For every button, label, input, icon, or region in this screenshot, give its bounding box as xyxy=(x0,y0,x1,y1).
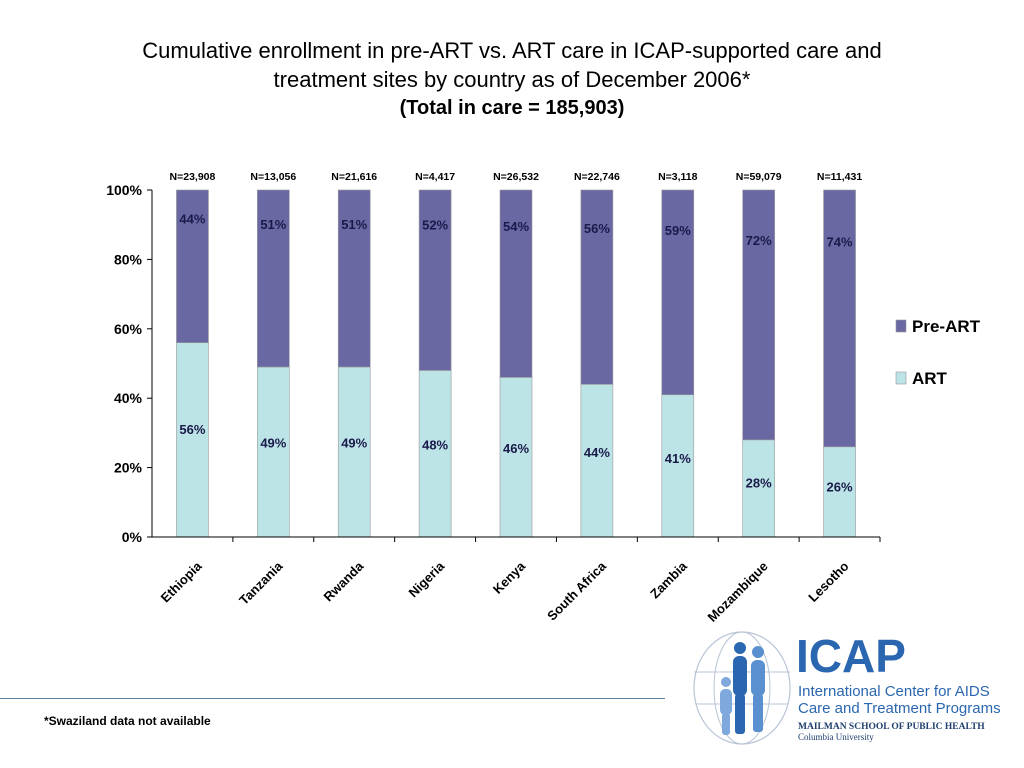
data-label-pre-art-2: 51% xyxy=(341,217,367,232)
n-label-7: N=59,079 xyxy=(736,171,782,183)
data-label-pre-art-5: 56% xyxy=(584,221,610,236)
footer-divider xyxy=(0,698,665,699)
data-label-pre-art-7: 72% xyxy=(746,233,772,248)
family-globe-icon xyxy=(693,631,791,745)
x-tick-label-7: Mozambique xyxy=(705,559,771,625)
bar-pre-art-3 xyxy=(418,189,452,371)
bar-art-3 xyxy=(418,370,452,538)
bar-pre-art-1 xyxy=(257,189,290,368)
data-label-pre-art-6: 59% xyxy=(665,223,691,238)
bar-pre-art-6 xyxy=(661,189,695,396)
logo-line-4: Columbia University xyxy=(798,732,874,742)
data-label-art-3: 48% xyxy=(422,437,448,452)
n-label-8: N=11,431 xyxy=(817,171,862,183)
legend-label-0: Pre-ART xyxy=(912,317,981,336)
n-label-2: N=21,616 xyxy=(331,171,377,183)
y-tick-label-1: 20% xyxy=(114,460,143,476)
data-label-art-0: 56% xyxy=(179,422,205,437)
footnote: *Swaziland data not available xyxy=(44,714,211,728)
n-label-6: N=3,118 xyxy=(658,171,698,183)
x-tick-label-3: Nigeria xyxy=(405,558,447,600)
data-label-pre-art-1: 51% xyxy=(260,217,286,232)
legend-swatch-1 xyxy=(895,371,907,385)
x-tick-label-0: Ethiopia xyxy=(158,558,205,605)
bar-pre-art-7 xyxy=(742,189,775,441)
data-label-pre-art-4: 54% xyxy=(503,219,529,234)
x-tick-label-8: Lesotho xyxy=(805,558,851,604)
logo-line-1: International Center for AIDS xyxy=(798,683,990,700)
bar-art-6 xyxy=(661,394,695,538)
icap-logo: ICAP International Center for AIDS Care … xyxy=(693,630,1001,745)
data-label-art-6: 41% xyxy=(665,451,691,466)
bar-pre-art-8 xyxy=(823,189,856,448)
bar-art-1 xyxy=(257,366,290,538)
data-label-pre-art-3: 52% xyxy=(422,218,448,233)
x-tick-label-6: Zambia xyxy=(647,558,690,601)
n-label-5: N=22,746 xyxy=(574,171,620,183)
bar-pre-art-0 xyxy=(176,189,209,343)
n-label-3: N=4,417 xyxy=(415,171,455,183)
x-tick-label-4: Kenya xyxy=(490,558,529,597)
chart-subtitle: (Total in care = 185,903) xyxy=(399,97,625,119)
data-label-pre-art-0: 44% xyxy=(179,212,205,227)
data-label-art-4: 46% xyxy=(503,441,529,456)
bar-art-2 xyxy=(337,366,371,538)
chart-title: Cumulative enrollment in pre-ART vs. ART… xyxy=(60,36,964,123)
data-label-art-5: 44% xyxy=(584,445,610,460)
bar-art-4 xyxy=(499,377,533,538)
bar-pre-art-2 xyxy=(337,189,371,368)
data-label-art-7: 28% xyxy=(746,476,772,491)
y-tick-label-3: 60% xyxy=(114,321,143,337)
data-label-art-2: 49% xyxy=(341,435,367,450)
y-tick-label-5: 100% xyxy=(106,182,142,198)
bar-art-5 xyxy=(580,384,614,538)
x-tick-label-2: Rwanda xyxy=(320,558,366,604)
bar-pre-art-5 xyxy=(580,189,614,385)
logo-line-2: Care and Treatment Programs xyxy=(798,700,1001,717)
stacked-bar-chart: 44% 56% 51% 49% 51% 49% 52% 48% 54% 46% 56% 44% 59% 4… xyxy=(106,171,981,625)
x-tick-label-1: Tanzania xyxy=(236,558,286,608)
y-tick-label-2: 40% xyxy=(114,390,143,406)
bars-group: 44% 56% 51% 49% 51% 49% 52% 48% 54% 46% 56% 44% 59% 4… xyxy=(176,189,856,538)
legend-label-1: ART xyxy=(912,369,948,388)
logo-line-3: MAILMAN SCHOOL OF PUBLIC HEALTH xyxy=(798,722,985,732)
n-label-1: N=13,056 xyxy=(250,171,296,183)
legend-swatch-0 xyxy=(895,319,907,333)
data-label-art-8: 26% xyxy=(827,479,853,494)
title-line-1: Cumulative enrollment in pre-ART vs. ART… xyxy=(142,38,882,63)
x-tick-label-5: South Africa xyxy=(544,558,609,623)
legend: Pre-ART ART xyxy=(895,317,981,388)
y-tick-label-0: 0% xyxy=(122,529,143,545)
data-label-pre-art-8: 74% xyxy=(827,234,853,249)
logo-acronym: ICAP xyxy=(796,630,906,682)
title-line-2: treatment sites by country as of Decembe… xyxy=(273,67,751,92)
data-label-art-1: 49% xyxy=(260,435,286,450)
bar-art-0 xyxy=(176,342,209,538)
bar-pre-art-4 xyxy=(499,189,533,378)
y-tick-label-4: 80% xyxy=(114,251,143,267)
n-label-0: N=23,908 xyxy=(170,171,216,183)
n-label-4: N=26,532 xyxy=(493,171,539,183)
